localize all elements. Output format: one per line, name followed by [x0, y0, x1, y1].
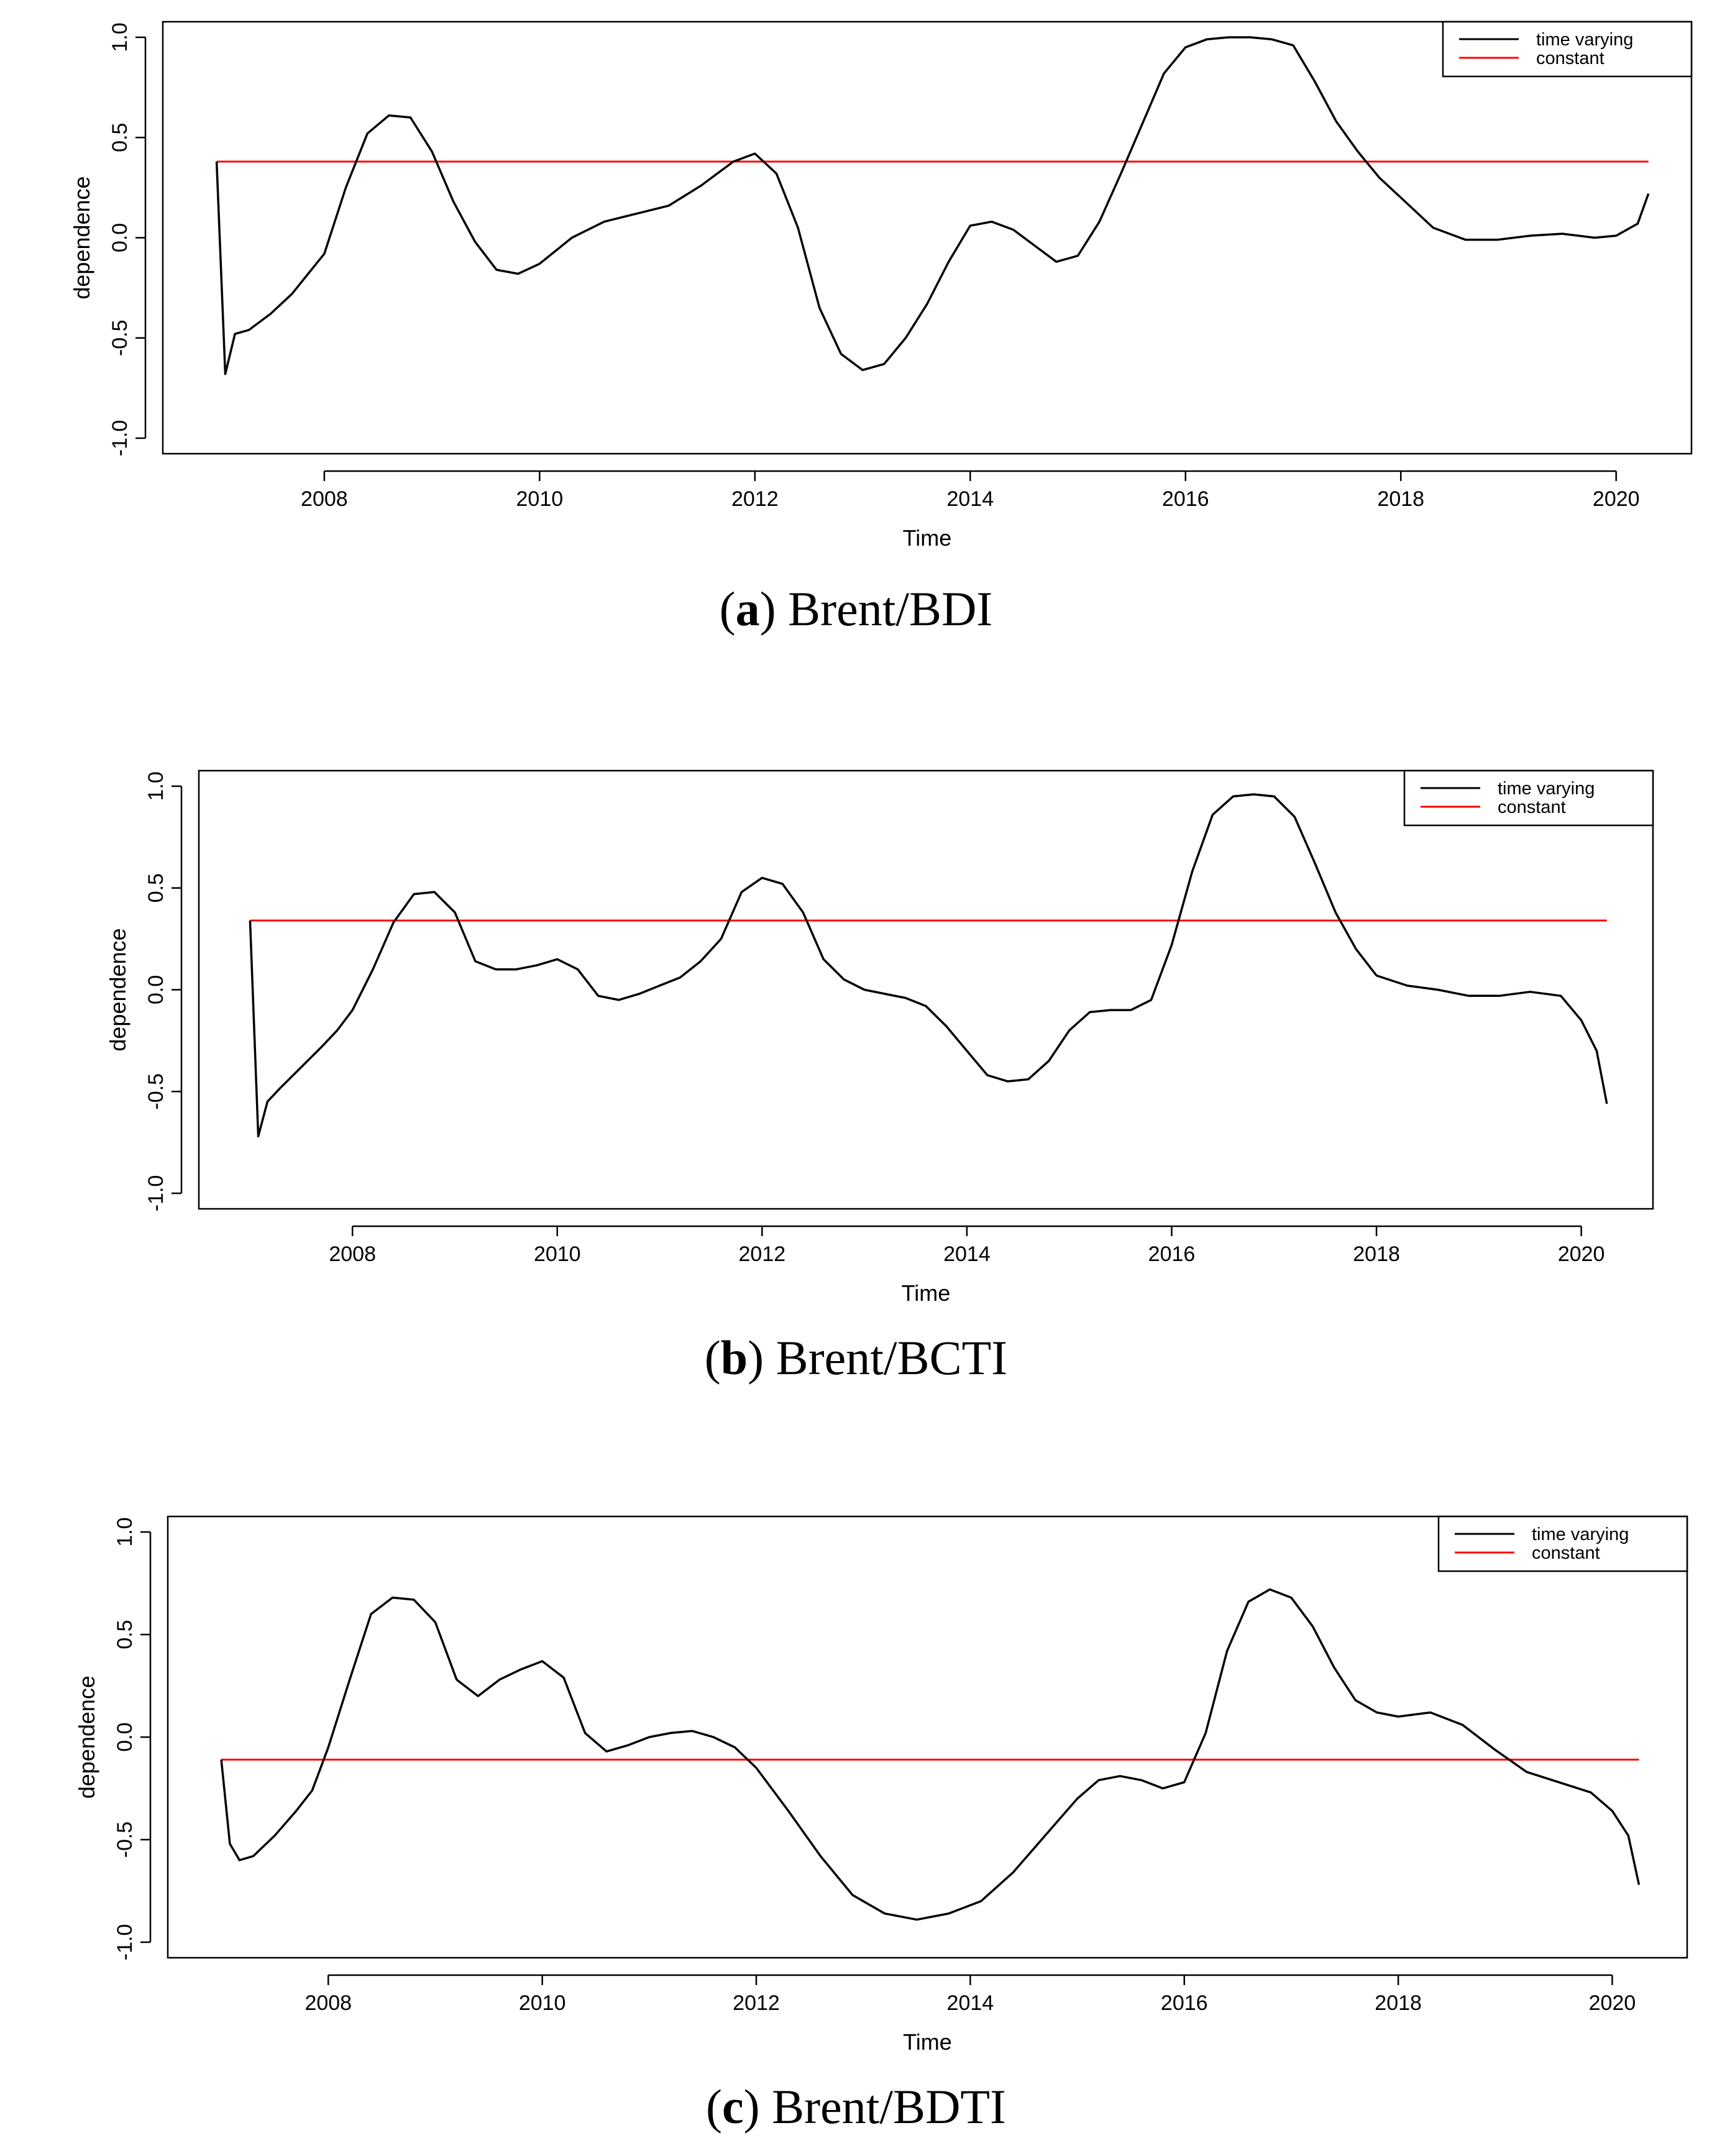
plot-frame-c — [167, 1515, 1688, 1959]
chart-panel-c: 2008 2010 2012 2014 2016 2018 2020 -1.0 -0.5 0.0 0… — [0, 1492, 1712, 2156]
y-tick-label-a-0: -1.0 — [108, 420, 132, 457]
x-tick-label-b-2008: 2008 — [329, 1242, 376, 1266]
legend-label-c-1: constant — [1532, 1543, 1600, 1563]
x-tick-label-b-2012: 2012 — [739, 1242, 786, 1266]
x-tick-label-a-2008: 2008 — [301, 487, 348, 511]
legend-label-b-0: time varying — [1498, 779, 1595, 799]
x-tick-label-a-2012: 2012 — [731, 487, 779, 511]
y-tick-label-a-3: 0.5 — [108, 123, 132, 152]
x-tick-label-a-2020: 2020 — [1593, 487, 1640, 511]
x-tick-label-c-2008: 2008 — [304, 1991, 352, 2015]
y-tick-label-a-4: 1.0 — [108, 22, 132, 52]
y-axis-title-a: dependence — [69, 176, 94, 299]
x-tick-label-c-2016: 2016 — [1161, 1991, 1208, 2015]
y-tick-label-b-0: -1.0 — [144, 1175, 168, 1212]
y-tick-label-c-2: 0.0 — [113, 1722, 137, 1751]
chart-c: 2008 2010 2012 2014 2016 2018 2020 -1.0 -0.5 0.0 0… — [74, 1515, 1688, 2055]
legend-box-a — [1442, 21, 1693, 78]
legend-label-c-0: time varying — [1532, 1525, 1629, 1544]
x-tick-label-c-2010: 2010 — [519, 1991, 566, 2015]
y-tick-label-c-0: -1.0 — [113, 1924, 137, 1961]
legend-label-a-0: time varying — [1536, 30, 1633, 50]
y-tick-label-b-1: -0.5 — [144, 1073, 168, 1110]
x-axis-title-c: Time — [903, 2029, 952, 2055]
x-tick-label-a-2014: 2014 — [946, 487, 994, 511]
time-varying-line-b — [249, 793, 1608, 1138]
time-varying-line-c — [220, 1588, 1641, 1921]
x-tick-label-c-2014: 2014 — [947, 1991, 994, 2015]
caption-c: (c) Brent/BDTI — [705, 2080, 1007, 2134]
plot-frame-b — [198, 769, 1654, 1210]
x-tick-label-b-2010: 2010 — [534, 1242, 581, 1266]
x-tick-label-a-2016: 2016 — [1162, 487, 1209, 511]
x-tick-label-a-2010: 2010 — [516, 487, 564, 511]
y-tick-label-c-3: 0.5 — [113, 1620, 137, 1649]
x-tick-label-b-2014: 2014 — [943, 1242, 991, 1266]
y-tick-label-c-1: -0.5 — [113, 1822, 137, 1858]
x-tick-label-c-2020: 2020 — [1589, 1991, 1636, 2015]
legend-box-b — [1403, 769, 1654, 827]
y-tick-label-b-2: 0.0 — [144, 975, 168, 1004]
y-tick-label-a-1: -0.5 — [108, 319, 132, 356]
x-tick-label-c-2012: 2012 — [733, 1991, 780, 2015]
x-tick-label-a-2018: 2018 — [1377, 487, 1424, 511]
y-tick-label-b-4: 1.0 — [144, 771, 168, 800]
x-axis-title-b: Time — [902, 1280, 951, 1306]
x-tick-label-b-2016: 2016 — [1148, 1242, 1196, 1266]
y-tick-label-a-2: 0.0 — [108, 223, 132, 252]
legend-box-c — [1437, 1515, 1688, 1572]
y-tick-label-b-3: 0.5 — [144, 873, 168, 902]
plot-frame-a — [162, 21, 1693, 455]
legend-label-b-1: constant — [1498, 797, 1566, 817]
chart-b: 2008 2010 2012 2014 2016 2018 2020 -1.0 -0.5 0.0 0… — [105, 769, 1654, 1306]
caption-b: (b) Brent/BCTI — [704, 1331, 1008, 1385]
x-tick-label-b-2018: 2018 — [1353, 1242, 1400, 1266]
chart-a: 2008 2010 2012 2014 2016 2018 2020 -1.0 -0.5 0.0 0… — [69, 21, 1693, 551]
legend-label-a-1: constant — [1536, 48, 1604, 68]
x-tick-label-b-2020: 2020 — [1558, 1242, 1605, 1266]
x-tick-label-c-2018: 2018 — [1375, 1991, 1422, 2015]
chart-panel-a: 2008 2010 2012 2014 2016 2018 2020 -1.0 -0.5 0.0 0… — [0, 0, 1712, 684]
y-axis-title-c: dependence — [74, 1676, 99, 1799]
y-tick-label-c-4: 1.0 — [113, 1517, 137, 1546]
time-varying-line-a — [215, 36, 1650, 375]
caption-a: (a) Brent/BDI — [719, 582, 993, 636]
y-axis-title-b: dependence — [105, 928, 130, 1051]
x-axis-title-a: Time — [903, 525, 952, 551]
chart-panel-b: 2008 2010 2012 2014 2016 2018 2020 -1.0 -0.5 0.0 0… — [0, 746, 1712, 1429]
